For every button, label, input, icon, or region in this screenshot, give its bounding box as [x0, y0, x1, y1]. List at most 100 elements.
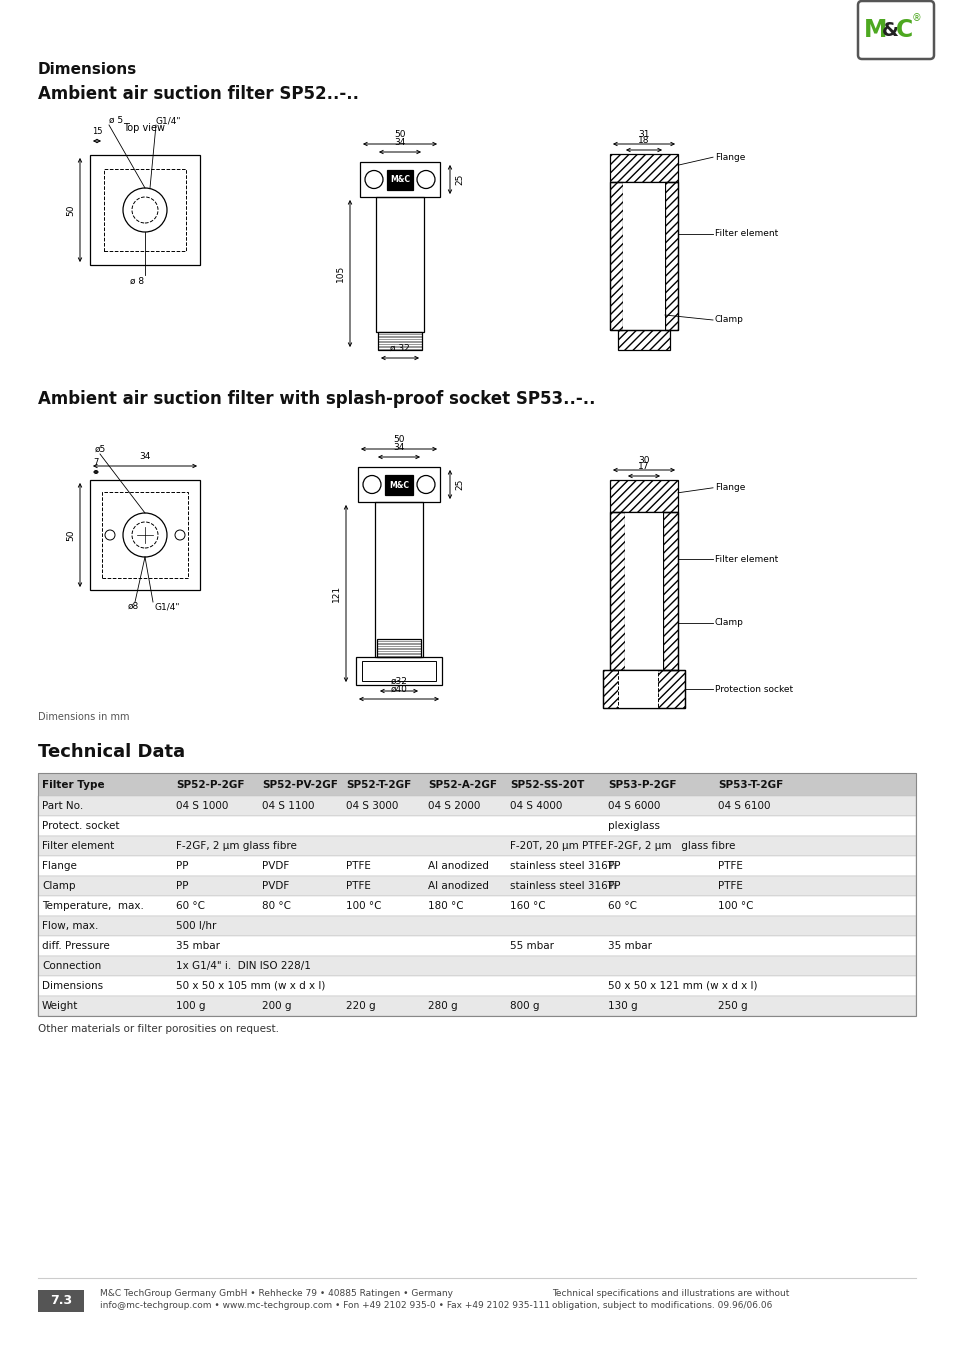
Bar	[38, 956, 915, 976]
Text: ø 8: ø 8	[130, 277, 144, 286]
Text: Top view: Top view	[123, 123, 165, 134]
Text: PTFE: PTFE	[718, 861, 742, 871]
Text: 04 S 1000: 04 S 1000	[175, 801, 228, 811]
Text: Clamp: Clamp	[714, 618, 743, 628]
Text: 17: 17	[638, 462, 649, 471]
Text: 100 g: 100 g	[175, 1000, 205, 1011]
Text: PP: PP	[607, 861, 619, 871]
Bar	[377, 342, 421, 343]
Text: ø 5: ø 5	[109, 116, 123, 126]
Bar	[377, 332, 421, 350]
Text: G1/4": G1/4"	[156, 116, 181, 126]
Text: Temperature,  max.: Temperature, max.	[42, 900, 144, 911]
Text: PTFE: PTFE	[346, 861, 371, 871]
Text: SP53-P-2GF: SP53-P-2GF	[607, 779, 676, 790]
Text: Flow, max.: Flow, max.	[42, 921, 98, 931]
Text: 200 g: 200 g	[262, 1000, 292, 1011]
Bar	[38, 896, 915, 917]
Text: M: M	[863, 18, 886, 42]
Text: 50: 50	[394, 130, 405, 139]
Text: PVDF: PVDF	[262, 882, 289, 891]
Text: 30: 30	[638, 456, 649, 464]
Bar	[609, 182, 678, 329]
Text: ø 32: ø 32	[390, 344, 410, 352]
Bar	[375, 197, 423, 332]
Text: PVDF: PVDF	[262, 861, 289, 871]
Bar	[609, 154, 678, 182]
Text: Filter Type: Filter Type	[42, 779, 105, 790]
Text: Other materials or filter porosities on request.: Other materials or filter porosities on …	[38, 1025, 278, 1034]
Bar	[618, 670, 658, 707]
Text: 60 °C: 60 °C	[175, 900, 205, 911]
Bar	[38, 815, 915, 836]
Text: PP: PP	[175, 861, 189, 871]
Text: SP52-PV-2GF: SP52-PV-2GF	[262, 779, 337, 790]
Text: PTFE: PTFE	[718, 882, 742, 891]
Text: ø40: ø40	[390, 684, 407, 694]
Bar	[387, 170, 413, 190]
Bar	[377, 346, 421, 347]
Bar	[377, 339, 421, 340]
Bar	[609, 512, 624, 670]
Text: 7.3: 7.3	[50, 1295, 72, 1308]
Text: ø5: ø5	[94, 446, 106, 454]
Bar	[377, 333, 421, 335]
Bar	[104, 169, 186, 251]
Text: 04 S 6100: 04 S 6100	[718, 801, 770, 811]
Bar	[38, 996, 915, 1017]
Text: Clamp: Clamp	[42, 882, 75, 891]
Text: 50: 50	[66, 529, 75, 541]
Text: M&C: M&C	[389, 481, 409, 490]
Bar	[618, 329, 669, 350]
Text: 250 g: 250 g	[718, 1000, 747, 1011]
Text: SP52-T-2GF: SP52-T-2GF	[346, 779, 411, 790]
Text: C: C	[896, 18, 913, 42]
Text: Dimensions in mm: Dimensions in mm	[38, 711, 130, 722]
Bar	[38, 876, 915, 896]
Bar	[359, 162, 439, 197]
Bar	[609, 182, 622, 329]
Text: stainless steel 316Ti: stainless steel 316Ti	[510, 882, 616, 891]
Text: Al anodized: Al anodized	[428, 861, 488, 871]
Bar	[385, 475, 413, 495]
Bar	[357, 467, 439, 502]
Text: SP53-T-2GF: SP53-T-2GF	[718, 779, 782, 790]
Text: 34: 34	[139, 452, 151, 460]
Text: Dimensions: Dimensions	[42, 981, 103, 991]
Bar	[662, 512, 678, 670]
Bar	[38, 774, 915, 1017]
Bar	[609, 481, 678, 512]
Text: F-2GF, 2 μm   glass fibre: F-2GF, 2 μm glass fibre	[607, 841, 735, 850]
Bar	[38, 796, 915, 815]
Text: F-20T, 20 μm PTFE: F-20T, 20 μm PTFE	[510, 841, 606, 850]
Text: SP52-SS-20T: SP52-SS-20T	[510, 779, 584, 790]
Text: 220 g: 220 g	[346, 1000, 375, 1011]
Text: SP52-P-2GF: SP52-P-2GF	[175, 779, 244, 790]
Bar	[664, 182, 678, 329]
Text: Flange: Flange	[714, 483, 744, 493]
Bar	[38, 796, 915, 815]
Text: PP: PP	[175, 882, 189, 891]
Bar	[376, 651, 420, 652]
Bar	[376, 639, 420, 657]
Bar	[376, 653, 420, 655]
Bar	[38, 774, 915, 796]
Text: 160 °C: 160 °C	[510, 900, 545, 911]
Bar	[622, 182, 664, 329]
Bar	[376, 656, 420, 657]
FancyBboxPatch shape	[857, 1, 933, 59]
Text: 100 °C: 100 °C	[346, 900, 381, 911]
Text: 80 °C: 80 °C	[262, 900, 291, 911]
Text: 04 S 6000: 04 S 6000	[607, 801, 659, 811]
Text: Ambient air suction filter SP52..-..: Ambient air suction filter SP52..-..	[38, 85, 364, 103]
Text: Clamp: Clamp	[714, 316, 743, 324]
Text: Technical Data: Technical Data	[38, 743, 185, 761]
Bar	[377, 343, 421, 346]
Text: 50: 50	[66, 204, 75, 216]
Text: Protect. socket: Protect. socket	[42, 821, 119, 832]
Bar	[38, 876, 915, 896]
Text: 55 mbar: 55 mbar	[510, 941, 554, 950]
Bar	[102, 491, 188, 578]
Bar	[38, 936, 915, 956]
Bar	[361, 662, 436, 680]
